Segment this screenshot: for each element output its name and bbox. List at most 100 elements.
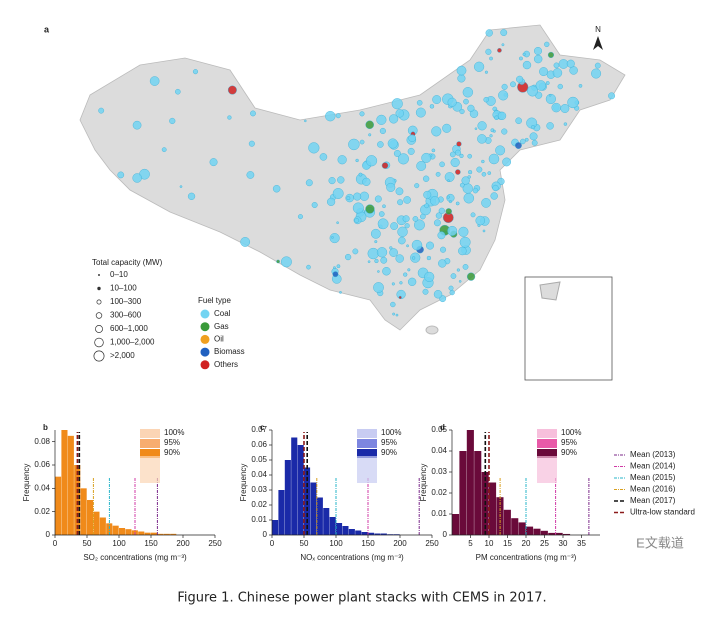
capacity-symbol [94,337,104,348]
plant-bubble [344,253,352,261]
bar [466,430,474,535]
north-label: N [595,25,601,34]
bar [329,517,336,535]
plant-bubble [391,282,395,286]
plant-bubble [608,92,616,100]
plant-bubble [440,246,447,253]
plant-bubble [510,81,516,88]
plant-bubble [424,203,430,209]
plant-bubble [376,247,388,258]
plant-bubble [353,192,362,201]
plant-bubble [169,117,176,125]
plant-bubble [450,157,460,168]
y-tick-label: 0.05 [251,455,267,464]
plant-bubble [327,197,336,206]
plant-bubble [476,166,483,173]
bar [533,528,541,535]
plant-bubble [458,280,462,283]
plant-bubble [368,133,372,137]
plant-bubble [352,248,359,255]
plant-bubble [250,110,256,117]
plant-bubble [477,134,487,144]
capacity-label: 300–600 [110,311,142,320]
plant-bubble [359,111,365,117]
bar [452,514,460,535]
plant-bubble [387,138,398,149]
plant-bubble [407,147,415,155]
bar [61,430,68,535]
y-tick-label: 0.03 [251,485,267,494]
plant-bubble [489,134,493,138]
plant-bubble [332,271,339,278]
fuel-label: Others [214,360,238,369]
plant-bubble [362,177,371,186]
plant-bubble [455,201,460,206]
capacity-label: 100–300 [110,297,142,306]
bar [348,529,355,535]
legend-label: Mean (2016) [630,485,676,494]
plant-bubble [308,142,320,154]
plant-bubble [524,137,529,142]
plant-bubble [390,222,398,230]
bar [459,451,467,535]
plant-bubble [490,192,498,200]
plant-bubble [546,122,554,130]
plant-bubble [475,215,486,226]
plant-bubble [474,127,478,131]
plant-bubble [339,291,342,294]
plant-bubble [399,281,403,285]
plant-bubble [336,264,341,269]
fuel-label: Coal [214,309,231,318]
plant-bubble [359,139,365,145]
fuel-symbol [200,322,210,332]
bar [170,533,177,535]
plant-bubble [560,104,570,113]
plant-bubble [459,108,465,115]
plant-bubble [547,51,554,58]
plant-bubble [527,85,538,97]
percentile-label: 100% [561,428,581,437]
plant-bubble [483,96,489,103]
plant-bubble [403,272,408,277]
bar [323,508,330,535]
plant-bubble [246,171,255,179]
plant-bubble [408,277,417,286]
x-tick-label: 5 [468,539,473,548]
plant-bubble [311,202,318,208]
plant-bubble [501,43,505,47]
plant-bubble [393,150,401,157]
plant-bubble [411,256,416,260]
plant-bubble [534,46,542,55]
bar [74,465,81,535]
bar [374,533,381,535]
plant-bubble [433,219,441,227]
y-tick-label: 0.06 [251,440,267,449]
panel-letter: c [260,423,265,432]
plant-bubble [280,256,292,268]
plant-bubble [319,153,328,161]
plant-bubble [420,213,426,220]
plant-bubble [382,267,391,276]
percentile-swatch [140,456,160,483]
inset-box [524,276,613,381]
x-tick-label: 200 [393,539,407,548]
fuel-label: Gas [214,322,229,331]
plant-bubble [445,208,452,215]
plant-bubble [276,259,280,264]
plant-bubble [566,59,575,68]
plant-bubble [488,153,500,165]
percentile-label: 95% [381,438,397,447]
plant-bubble [402,215,410,223]
plant-bubble [455,149,461,156]
plant-bubble [227,85,237,95]
plant-bubble [435,171,441,177]
plant-bubble [397,153,409,165]
plant-bubble [358,172,363,177]
bar [368,532,375,535]
plant-bubble [495,145,506,156]
x-tick-label: 0 [53,539,58,548]
plant-bubble [337,155,347,165]
capacity-symbol [95,325,103,333]
plant-bubble [468,170,473,175]
percentile-swatch [140,439,160,448]
